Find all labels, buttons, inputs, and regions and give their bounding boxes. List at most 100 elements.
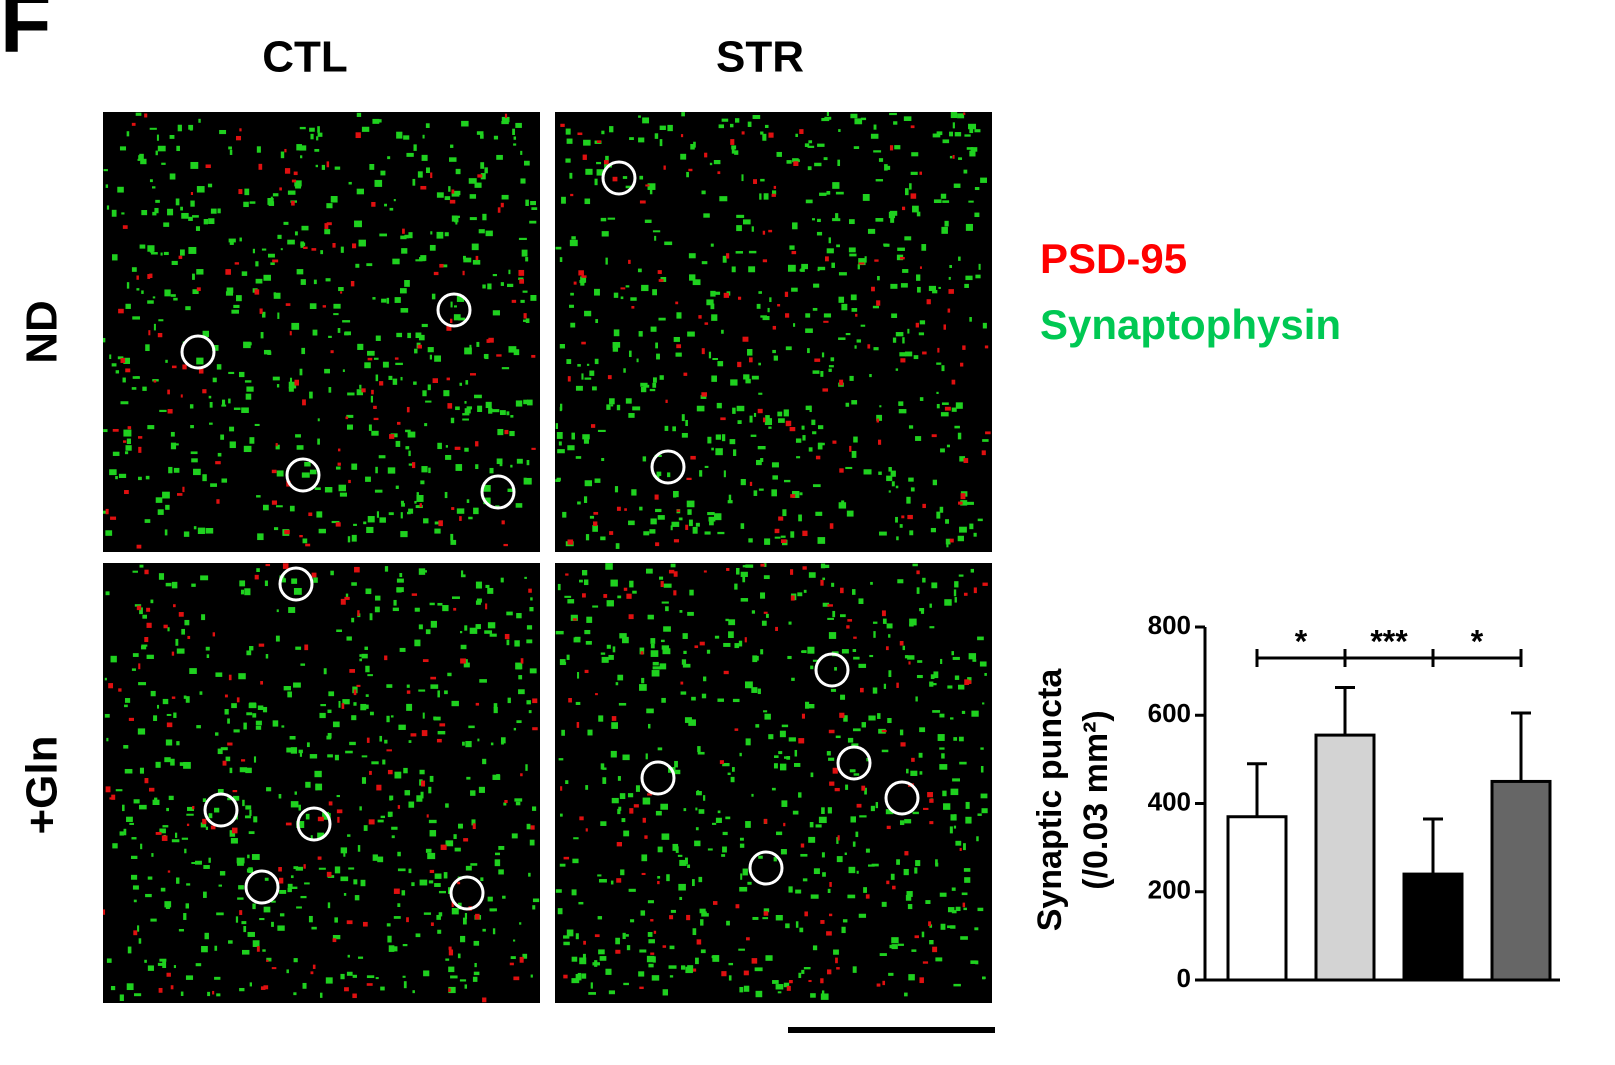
puncta: [267, 253, 275, 258]
puncta: [486, 497, 491, 502]
puncta: [110, 516, 117, 520]
puncta: [104, 677, 107, 681]
puncta: [137, 728, 146, 735]
puncta: [851, 400, 858, 405]
puncta: [162, 491, 170, 499]
puncta: [716, 402, 722, 409]
puncta: [892, 885, 896, 890]
puncta: [657, 846, 663, 853]
puncta: [581, 570, 588, 576]
puncta: [600, 821, 607, 826]
puncta: [853, 436, 858, 443]
puncta: [465, 741, 472, 748]
puncta: [420, 185, 427, 190]
puncta: [394, 771, 402, 779]
micrograph-background: [103, 563, 540, 1003]
puncta: [241, 759, 246, 762]
puncta: [916, 274, 921, 281]
puncta: [929, 798, 934, 803]
puncta: [820, 579, 824, 586]
puncta: [185, 306, 191, 311]
colocalization-circle: [884, 780, 920, 816]
puncta: [426, 814, 429, 818]
puncta: [815, 824, 822, 828]
puncta: [529, 606, 534, 612]
puncta: [814, 358, 821, 362]
puncta: [281, 725, 285, 728]
puncta: [233, 407, 241, 410]
puncta: [762, 133, 767, 141]
puncta: [479, 679, 487, 683]
y-tick-label: 400: [1148, 786, 1191, 816]
puncta: [260, 332, 264, 339]
puncta: [346, 636, 352, 641]
puncta: [240, 589, 245, 595]
puncta: [375, 335, 381, 341]
puncta: [126, 816, 133, 822]
puncta: [229, 441, 236, 449]
puncta: [362, 921, 368, 927]
puncta: [665, 399, 668, 403]
puncta: [681, 112, 685, 117]
puncta: [382, 361, 389, 368]
puncta: [249, 982, 253, 987]
puncta: [293, 682, 301, 688]
puncta: [793, 323, 796, 327]
puncta: [736, 214, 745, 218]
puncta: [427, 347, 434, 353]
puncta: [190, 161, 199, 169]
puncta: [819, 192, 827, 196]
puncta: [721, 971, 727, 977]
puncta: [122, 804, 125, 812]
puncta: [171, 365, 177, 369]
puncta: [753, 412, 757, 417]
puncta: [278, 877, 284, 884]
puncta: [687, 509, 692, 515]
puncta: [418, 624, 423, 630]
puncta: [849, 375, 854, 381]
puncta: [170, 294, 176, 297]
puncta: [711, 314, 718, 321]
puncta: [747, 121, 752, 127]
puncta: [886, 825, 891, 830]
puncta: [419, 779, 423, 786]
puncta: [369, 711, 374, 716]
puncta: [195, 226, 201, 231]
puncta: [532, 698, 538, 704]
puncta: [940, 923, 946, 930]
puncta: [903, 868, 909, 876]
puncta: [743, 970, 749, 976]
puncta: [885, 646, 889, 651]
puncta: [373, 405, 377, 409]
puncta: [672, 426, 676, 432]
puncta: [703, 795, 706, 801]
puncta: [686, 914, 691, 921]
puncta: [229, 149, 233, 155]
puncta: [510, 464, 513, 468]
puncta: [974, 212, 980, 218]
puncta: [952, 656, 960, 660]
puncta: [669, 945, 675, 950]
puncta: [764, 713, 771, 720]
puncta: [529, 668, 537, 674]
puncta: [739, 843, 745, 848]
puncta: [138, 446, 142, 453]
puncta: [296, 269, 304, 275]
puncta: [188, 246, 197, 254]
puncta: [944, 406, 951, 411]
puncta: [458, 823, 463, 829]
puncta: [117, 356, 124, 360]
puncta: [598, 715, 604, 722]
puncta: [469, 627, 478, 634]
puncta: [408, 508, 414, 514]
puncta: [863, 887, 867, 893]
puncta: [247, 854, 250, 859]
puncta: [364, 362, 371, 369]
puncta: [917, 660, 923, 663]
puncta: [334, 917, 338, 923]
puncta: [802, 435, 806, 441]
puncta: [899, 820, 905, 826]
puncta: [738, 640, 743, 647]
puncta: [352, 243, 357, 249]
puncta: [558, 441, 562, 446]
